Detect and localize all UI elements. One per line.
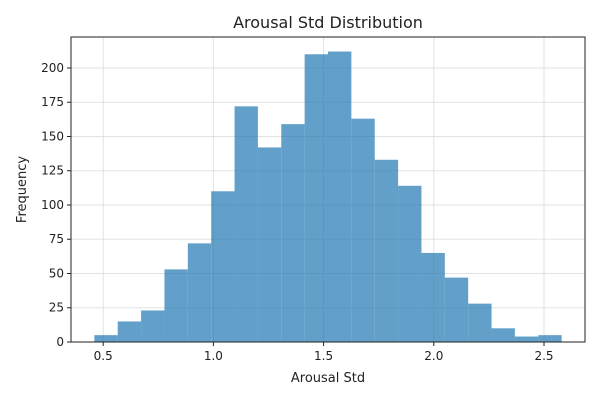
y-axis-label: Frequency xyxy=(15,156,30,223)
chart-title: Arousal Std Distribution xyxy=(233,13,423,32)
histogram-bar xyxy=(281,124,305,343)
y-tick-label: 25 xyxy=(49,301,64,315)
histogram-bar xyxy=(187,243,212,342)
y-tick-label: 75 xyxy=(49,232,64,246)
histogram-bar xyxy=(304,54,328,342)
histogram-bar xyxy=(117,321,142,342)
y-tick-label: 125 xyxy=(41,164,64,178)
x-tick-label: 1.5 xyxy=(314,349,333,363)
x-axis-label: Arousal Std xyxy=(291,371,365,386)
histogram-bar xyxy=(257,147,282,342)
ticks: 0.5 1.0 1.5 2.0 2.5 0 25 50 75 100 125 150 175 200 xyxy=(41,61,553,363)
histogram-bar xyxy=(94,335,118,342)
y-tick-label: 100 xyxy=(41,198,64,212)
bars xyxy=(94,51,562,343)
y-tick-label: 50 xyxy=(49,266,64,280)
histogram-bar xyxy=(514,336,539,342)
histogram-bar xyxy=(141,310,165,342)
histogram-bar xyxy=(468,303,492,342)
x-tick-label: 0.5 xyxy=(94,349,113,363)
x-tick-label: 1.0 xyxy=(204,349,223,363)
y-tick-label: 200 xyxy=(41,61,64,75)
histogram-bar xyxy=(328,51,352,343)
x-tick-label: 2.0 xyxy=(424,349,443,363)
x-tick-label: 2.5 xyxy=(534,349,553,363)
plot-frame xyxy=(70,36,586,343)
y-tick-label: 0 xyxy=(56,335,64,349)
axes xyxy=(70,36,586,343)
histogram-bar xyxy=(374,159,399,342)
histogram-bar xyxy=(444,277,469,342)
histogram-bar xyxy=(351,118,375,343)
histogram-bar xyxy=(234,106,258,343)
y-tick-label: 150 xyxy=(41,129,64,143)
histogram-bar xyxy=(398,185,422,342)
histogram-bar xyxy=(164,269,188,342)
histogram-bar xyxy=(211,191,235,342)
histogram-bar xyxy=(538,335,562,342)
y-tick-label: 175 xyxy=(41,95,64,109)
histogram-bar xyxy=(491,328,515,342)
histogram-bar xyxy=(421,252,445,342)
